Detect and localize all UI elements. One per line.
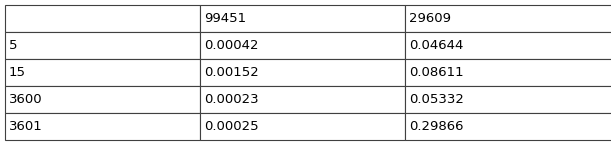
Text: 29609: 29609 <box>409 12 451 25</box>
Bar <box>405 86 611 113</box>
Bar <box>5 113 200 140</box>
Bar <box>5 5 200 32</box>
Text: 5: 5 <box>9 39 18 52</box>
Bar <box>200 113 405 140</box>
Text: 0.00023: 0.00023 <box>204 93 258 106</box>
Text: 0.04644: 0.04644 <box>409 39 463 52</box>
Bar <box>200 32 405 59</box>
Text: 0.29866: 0.29866 <box>409 120 464 133</box>
Text: 0.00152: 0.00152 <box>204 66 258 79</box>
Bar <box>405 5 611 32</box>
Text: 0.05332: 0.05332 <box>409 93 464 106</box>
Text: 3600: 3600 <box>9 93 43 106</box>
Bar <box>5 59 200 86</box>
Text: 3601: 3601 <box>9 120 43 133</box>
Text: 0.08611: 0.08611 <box>409 66 464 79</box>
Text: 99451: 99451 <box>204 12 246 25</box>
Bar <box>405 113 611 140</box>
Bar <box>200 86 405 113</box>
Text: 15: 15 <box>9 66 26 79</box>
Bar <box>5 86 200 113</box>
Bar <box>200 5 405 32</box>
Bar <box>405 59 611 86</box>
Bar <box>405 32 611 59</box>
Text: 0.00025: 0.00025 <box>204 120 258 133</box>
Bar <box>200 59 405 86</box>
Bar <box>5 32 200 59</box>
Text: 0.00042: 0.00042 <box>204 39 258 52</box>
